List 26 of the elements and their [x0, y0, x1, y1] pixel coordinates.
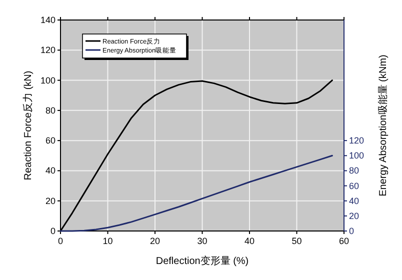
y-tick-label: 20: [45, 196, 56, 206]
y2-tick-label: 0: [349, 226, 354, 236]
y2-tick-label: 60: [349, 180, 360, 191]
x-tick-label: 20: [150, 236, 160, 246]
x-tick-label: 0: [58, 236, 64, 246]
x-tick-label: 10: [102, 236, 113, 246]
y-axis-title: Reaction Force反力 (kN): [22, 70, 34, 180]
y-tick-label: 80: [45, 105, 56, 116]
line-series: [60, 154, 333, 232]
y-tick-label: 0: [50, 226, 56, 236]
y2-tick-label: 120: [349, 136, 364, 146]
y-tick-label: 120: [40, 45, 56, 56]
x-axis-title: Deflection变形量 (%): [156, 255, 249, 267]
y-tick-label: 40: [45, 166, 56, 176]
x-tick-label: 60: [338, 236, 350, 246]
y2-tick-label: 20: [349, 210, 360, 221]
x-tick-label: 40: [244, 236, 255, 246]
y-tick-label: 60: [45, 136, 56, 146]
x-tick-label: 30: [197, 236, 208, 246]
y-tick-label: 140: [40, 15, 56, 25]
y-tick-label: 100: [40, 75, 56, 86]
x-tick-label: 50: [292, 236, 302, 246]
y2-tick-label: 100: [349, 150, 364, 161]
y2-tick-label: 40: [349, 196, 360, 206]
y2-tick-label: 80: [349, 166, 360, 176]
y2-axis-title: Energy Absorption吸能量 (kNm): [377, 54, 389, 196]
